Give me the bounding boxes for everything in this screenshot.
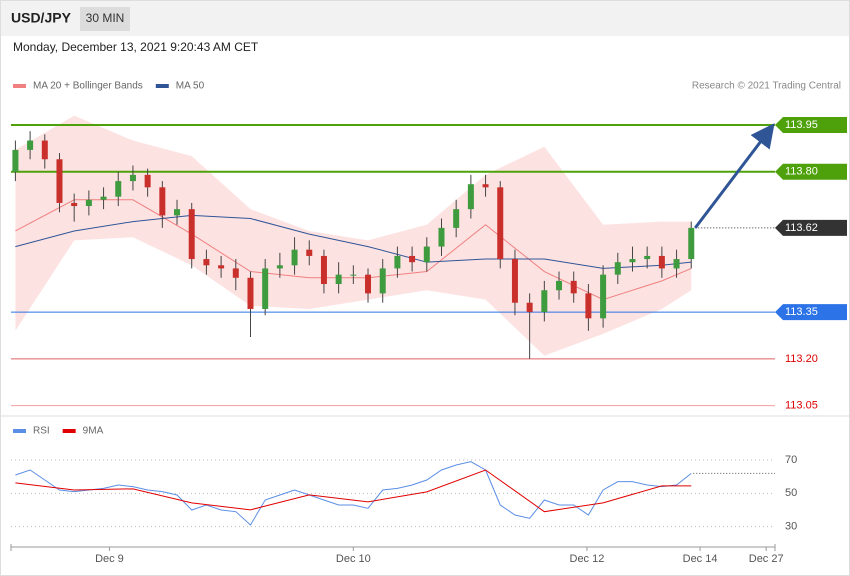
legend-label: MA 50	[176, 81, 205, 92]
candle-body	[511, 259, 518, 303]
subtitle: Monday, December 13, 2021 9:20:43 AM CET	[13, 40, 259, 54]
candle-body	[144, 174, 151, 188]
candle-body	[159, 187, 166, 216]
candle-body	[218, 265, 225, 269]
candle-body	[12, 149, 19, 172]
x-tick-label: Dec 12	[570, 553, 605, 565]
level-tag	[775, 219, 847, 236]
level-label: 113.20	[785, 353, 818, 365]
candle-body	[203, 259, 210, 266]
candle-body	[526, 302, 533, 313]
candle-body	[306, 249, 313, 256]
candle-body	[585, 293, 592, 319]
candle-body	[100, 196, 107, 200]
header-bar	[1, 1, 849, 36]
x-tick-label: Dec 10	[336, 553, 371, 565]
timeframe-badge[interactable]	[80, 7, 130, 31]
legend-label: 9MA	[83, 426, 104, 437]
candle-body	[482, 184, 489, 188]
level-label: 113.95	[785, 119, 818, 131]
candle-body	[423, 246, 430, 263]
y-tick-label: 70	[785, 454, 797, 466]
chart-title: USD/JPY	[11, 10, 72, 26]
candle-body	[467, 184, 474, 210]
candle-body	[497, 187, 504, 260]
candle-body	[71, 202, 78, 207]
x-tick-label: Dec 9	[95, 553, 124, 565]
legend-swatch	[13, 84, 26, 88]
candle-body	[600, 274, 607, 319]
candle-body	[129, 174, 136, 182]
candle-body	[614, 262, 621, 275]
candle-body	[658, 255, 665, 269]
level-label: 113.80	[785, 166, 818, 178]
candle-body	[379, 268, 386, 294]
y-tick-label: 30	[785, 521, 797, 533]
candle-body	[556, 280, 563, 291]
candle-body	[570, 280, 577, 294]
y-tick-label: 50	[785, 487, 797, 499]
level-label: 113.62	[785, 222, 818, 234]
candle-body	[350, 274, 357, 276]
level-tag	[775, 116, 847, 133]
candle-body	[174, 209, 181, 216]
candle-body	[41, 140, 48, 160]
candle-body	[644, 255, 651, 260]
indicator-line	[15, 461, 692, 526]
candle-body	[409, 255, 416, 263]
projection-arrow	[694, 123, 775, 229]
legend-swatch	[62, 429, 76, 433]
candle-body	[188, 209, 195, 260]
candle-body	[27, 140, 34, 150]
legend-swatch	[155, 84, 169, 88]
candle-body	[276, 265, 283, 269]
candle-body	[232, 268, 239, 278]
candle-body	[247, 277, 254, 309]
candle-body	[335, 274, 342, 285]
bollinger-band	[15, 115, 692, 356]
legend-label: RSI	[33, 426, 50, 437]
level-label: 113.35	[785, 306, 818, 318]
level-label: 113.05	[785, 400, 818, 412]
candle-body	[56, 159, 63, 203]
x-tick-label: Dec 27	[749, 553, 784, 565]
candle-body	[438, 227, 445, 247]
candle-body	[453, 209, 460, 228]
timeframe: 30 MIN	[86, 11, 125, 25]
legend-swatch	[13, 429, 26, 433]
level-tag	[775, 163, 847, 180]
candle-body	[629, 259, 636, 263]
candle-body	[85, 199, 92, 207]
x-tick-label: Dec 14	[683, 553, 718, 565]
candle-body	[365, 274, 372, 294]
candle-body	[320, 255, 327, 285]
level-tag	[775, 304, 847, 321]
candle-body	[262, 268, 269, 309]
candle-body	[541, 290, 548, 313]
legend-label: MA 20 + Bollinger Bands	[33, 81, 143, 92]
indicator-line	[15, 469, 692, 513]
credit: Research © 2021 Trading Central	[692, 81, 841, 92]
candle-body	[115, 181, 122, 197]
candle-body	[688, 227, 695, 260]
candle-body	[291, 249, 298, 266]
candle-body	[673, 259, 680, 269]
candle-body	[394, 255, 401, 269]
